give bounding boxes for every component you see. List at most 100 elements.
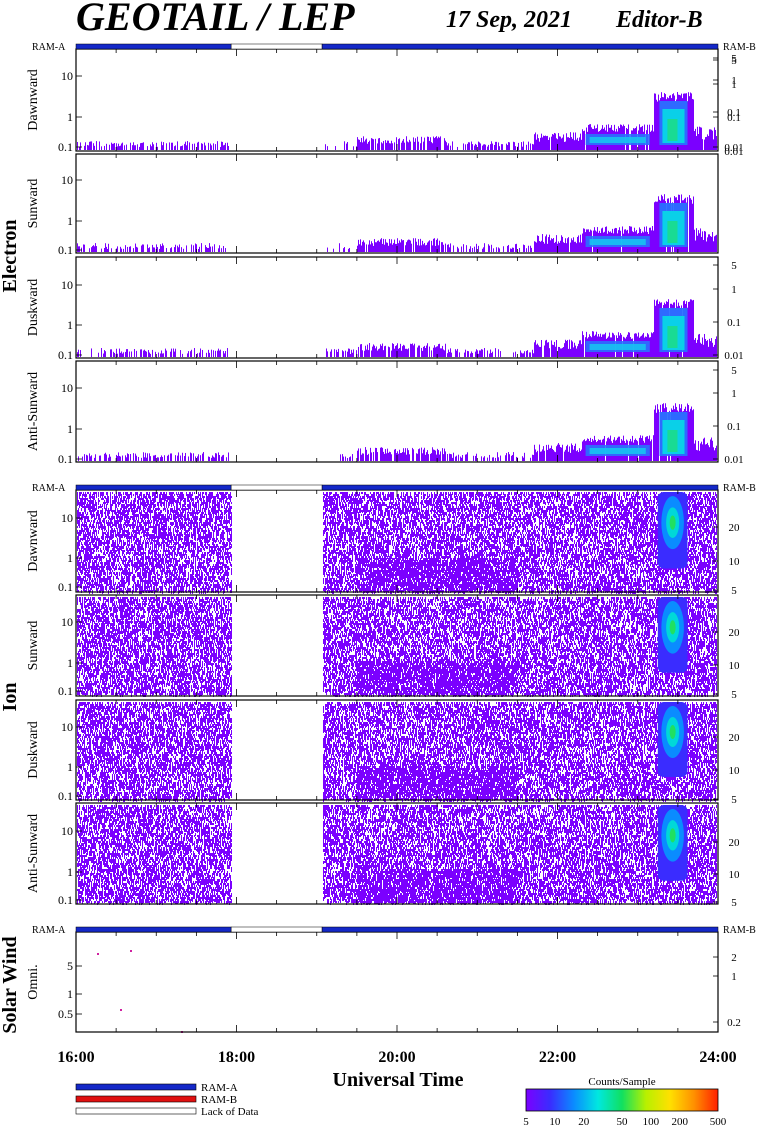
mode-bar-lack-of-data [231,485,322,490]
x-axis: 16:00 18:00 20:00 22:00 24:00 [57,1049,736,1066]
mode-bar-label-left: RAM-A [32,925,66,936]
spectrogram-cells [77,805,717,905]
y-tick-label-right: 5 [731,365,737,377]
group-label-electron: Electron [0,220,21,293]
y-tick-label: 0.1 [58,452,73,466]
y-tick-label-right: 5 [731,585,737,597]
colorbar-tick-label: 20 [578,1116,590,1128]
y-tick-label-right: 0.01 [724,350,743,362]
colorbar-tick-label: 50 [617,1116,629,1128]
x-tick-label: 16:00 [57,1049,94,1066]
colorbar-ticks: 5 10 20 50 100 200 500 [523,1116,727,1128]
solar-wind-dot [97,953,99,955]
y-tick-label-right: 5 [731,897,737,909]
y-tick-label-right: 20 [729,627,741,639]
mode-bar-lack-of-data [231,927,322,932]
y-tick-label: 0.1 [58,684,73,698]
editor-label: Editor-B [615,7,703,33]
y-tick-label: 10 [61,278,73,292]
y-tick-label-right: 1 [731,79,737,91]
y-tick-label: 0.1 [58,789,73,803]
y-tick-label: 1 [67,760,73,774]
legend-label-ram-b: RAM-B [201,1094,237,1106]
legend-swatch-ram-b [76,1096,196,1102]
y-tick-label-right: 0.2 [727,1017,741,1029]
group-label-ion: Ion [0,683,21,712]
y-tick-label-right: 10 [729,869,741,881]
panel-ion-dawnward: Dawnward [26,490,718,594]
y-tick-label-right: 5 [731,794,737,806]
y-tick-label-right: 20 [729,732,741,744]
colorbar-tick-label: 500 [710,1116,727,1128]
panel-label: Duskward [26,279,41,337]
mode-bar-ram-a [76,44,231,49]
panel-electron-anti-sunward: Anti-Sunward [26,361,718,462]
instrument-title: GEOTAIL / LEP [76,0,355,39]
y-tick-label-right: 1 [731,388,737,400]
y-tick-label-right: 0.1 [727,421,741,433]
mode-bar-ram-a [322,927,718,932]
spectrogram-cells [77,597,717,697]
y-tick-label: 1 [67,110,73,124]
mode-bar-label-right: RAM-B [723,483,756,494]
panel-electron-dawnward: Dawnward [26,49,718,151]
y-tick-label-right: 0.01 [724,454,743,466]
mode-bar-label-right: RAM-B [723,42,756,53]
y-tick-label: 10 [61,511,73,525]
y-tick-label: 10 [61,381,73,395]
panel-ion-anti-sunward: Anti-Sunward [26,803,718,905]
panel-ion-sunward: Sunward [26,595,718,697]
x-tick-label: 22:00 [539,1049,576,1066]
colorbar: Counts/Sample 5 10 20 50 100 200 500 [523,1076,727,1128]
y-tick-label: 0.1 [58,893,73,907]
mode-bar-ram-a [76,485,231,490]
y-tick-label: 10 [61,720,73,734]
y-tick-label: 0.5 [58,1007,73,1021]
x-tick-label: 24:00 [699,1049,736,1066]
y-tick-label-right: 2 [731,952,737,964]
y-tick-label-right: 1 [731,284,737,296]
x-tick-label: 20:00 [378,1049,415,1066]
y-tick-label-right: 1 [731,971,737,983]
y-tick-label-right: 0.1 [727,112,741,124]
mode-bar-label-left: RAM-A [32,42,66,53]
panel-label: Omni. [26,964,41,999]
y-tick-label-right: 10 [729,765,741,777]
y-tick-label-right: 0.01 [724,146,743,158]
mode-bar-label-right: RAM-B [723,925,756,936]
date-label: 17 Sep, 2021 [446,7,572,33]
y-tick-label-right: 5 [731,689,737,701]
y-tick-label-right: 0.1 [727,317,741,329]
y-tick-label: 10 [61,69,73,83]
y-tick-label: 0.1 [58,580,73,594]
legend-swatch-ram-a [76,1084,196,1090]
panel-label: Dawnward [26,510,41,571]
y-tick-label: 0.1 [58,243,73,257]
panel-label: Anti-Sunward [26,372,41,451]
y-tick-label: 1 [67,987,73,1001]
solar-wind-dot [120,1009,122,1011]
y-tick-label: 0.1 [58,140,73,154]
y-tick-label-right: 5 [731,55,737,67]
legend-swatch-lack-of-data [76,1108,196,1114]
y-tick-label-right: 5 [731,260,737,272]
x-axis-title: Universal Time [333,1069,464,1091]
panel-label: Sunward [26,621,41,671]
y-tick-label-right: 10 [729,556,741,568]
mode-bar-ram-a [76,927,231,932]
panel-label: Anti-Sunward [26,814,41,893]
panel-ion-duskward: Duskward [26,700,718,802]
mode-bar-label-left: RAM-A [32,483,66,494]
solar-wind-dot [130,950,132,952]
y-tick-label-right: 10 [729,660,741,672]
y-tick-label: 1 [67,318,73,332]
y-tick-label: 1 [67,656,73,670]
y-tick-label: 10 [61,173,73,187]
panel-electron-sunward: Sunward [26,154,718,253]
mode-legend: RAM-A RAM-B Lack of Data [76,1082,259,1118]
y-tick-label: 5 [67,959,73,973]
group-label-solar-wind: Solar Wind [0,936,21,1033]
y-tick-label-right: 20 [729,837,741,849]
colorbar-tick-label: 200 [672,1116,689,1128]
